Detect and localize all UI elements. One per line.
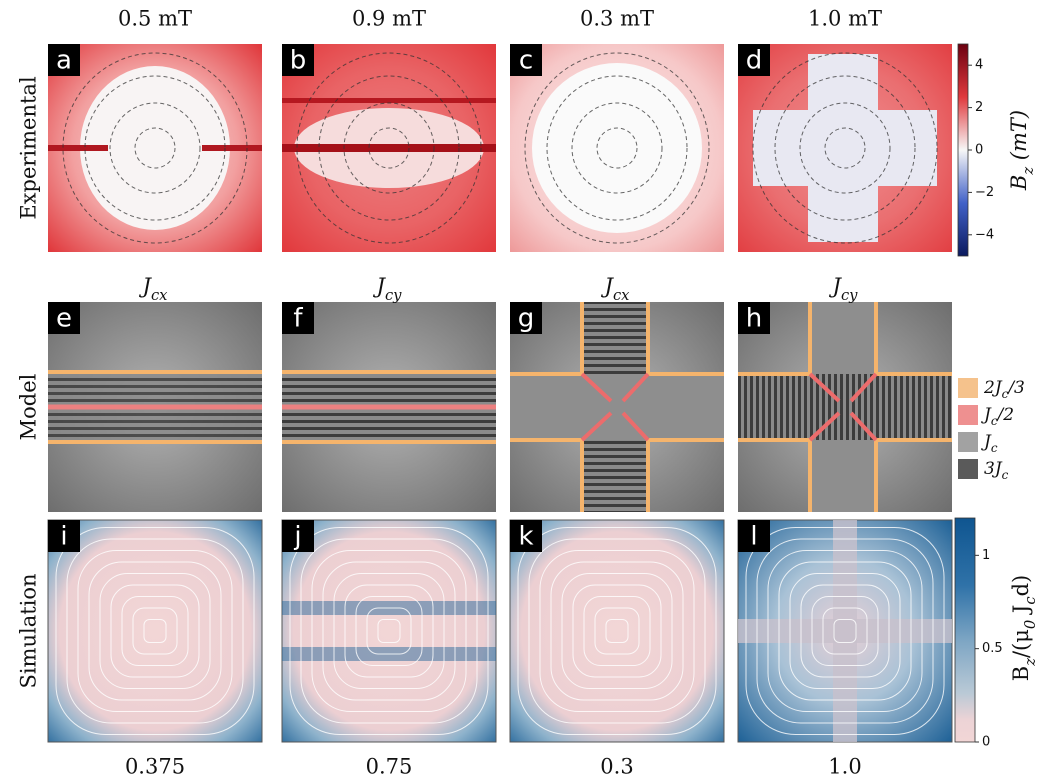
legend-label: Jc [981, 432, 998, 456]
colorbar-label-part: J [1009, 605, 1033, 620]
colorbar-label: Bz (mT) [1007, 110, 1037, 191]
legend-label-part: /3 [1006, 378, 1025, 398]
figure: a b c d e f g h i j k l 0.5 mT 0.9 mT 0.3 mT 1.0 mT 0.3… [0, 0, 1040, 780]
row-label: Model [17, 373, 41, 440]
colorbar-label-part: B [1007, 175, 1031, 191]
colorbar [955, 518, 975, 742]
band [202, 145, 262, 151]
panel-letter: g [518, 304, 535, 334]
panel-letter: a [56, 46, 72, 76]
panel: l [738, 520, 952, 742]
model-header: Jcy [829, 274, 859, 304]
panel: i [48, 520, 262, 742]
row-label: Simulation [17, 573, 41, 688]
colorbar-label: Bz/(μ0 Jcd) [1009, 575, 1039, 681]
panel-letter: k [518, 522, 533, 552]
band [282, 144, 496, 152]
legend-label-part: 3J [984, 459, 1003, 479]
legend-label-part: /2 [996, 405, 1015, 425]
model-header-sub: cy [841, 287, 858, 304]
legend-swatch [958, 378, 978, 398]
colorbar-tick-label: 0 [982, 735, 990, 750]
colorbar-label-part: /(μ [1009, 629, 1033, 658]
panel-letter: h [746, 304, 762, 334]
colorbar-label-part: (mT) [1007, 110, 1031, 167]
row-label: Experimental [17, 76, 41, 220]
colorbar-tick-label: −4 [975, 227, 994, 242]
colorbar-label-sub: c [1022, 596, 1039, 604]
panel-letter: l [750, 522, 757, 552]
panel: e [48, 302, 262, 512]
colorbar-label-part: B [1009, 666, 1033, 681]
model-header: Jcx [139, 274, 169, 304]
legend-label-part: 2J [983, 378, 1003, 398]
legend-label: 2Jc/3 [983, 378, 1025, 402]
model-header-sub: cx [613, 287, 630, 304]
legend-label: 3Jc [984, 459, 1009, 483]
colorbar-label-sub: 0 [1022, 620, 1039, 629]
panel: a [48, 44, 262, 252]
colorbar [958, 44, 968, 256]
colorbar-tick-label: 0 [975, 143, 983, 158]
colorbar-tick-label: 4 [975, 58, 983, 73]
legend-label-sub: c [1002, 468, 1009, 482]
panels: a b c d e f g h i j k l [48, 44, 952, 742]
panel: b [282, 44, 496, 252]
bottom-label: 0.375 [125, 755, 185, 779]
panel-bg [282, 520, 496, 742]
legend-label: Jc/2 [981, 405, 1014, 429]
panel-bg [48, 520, 262, 742]
colorbar-tick-label: 0.5 [982, 641, 1003, 656]
panel-letter: b [290, 46, 307, 76]
colorbar-tick-label: −2 [975, 185, 994, 200]
bottom-label: 0.75 [366, 755, 413, 779]
panel: h [738, 302, 952, 512]
band [738, 374, 952, 440]
band [282, 98, 496, 103]
column-header: 0.5 mT [118, 7, 192, 31]
panel-letter: d [746, 46, 763, 76]
column-header: 0.9 mT [352, 7, 426, 31]
bottom-label: 1.0 [828, 755, 861, 779]
colorbar-tick-label: 1 [982, 548, 990, 563]
colorbar-label-sub: z [1022, 658, 1039, 667]
panel: c [510, 44, 724, 252]
legend-swatch [958, 459, 978, 479]
panel: j [282, 520, 496, 742]
band [738, 619, 952, 643]
region [532, 63, 702, 233]
region [753, 110, 937, 186]
panel: d [738, 44, 952, 252]
panel: f [282, 302, 496, 512]
panel-letter: j [293, 522, 301, 552]
colorbar-tick-label: 2 [975, 100, 983, 115]
panel: g [510, 302, 724, 512]
colorbar-label-sub: z [1020, 167, 1037, 176]
panel-letter: i [60, 522, 67, 552]
colorbar-label-part: d) [1009, 575, 1033, 597]
model-header: Jcx [601, 274, 631, 304]
column-header: 1.0 mT [808, 7, 882, 31]
bottom-label: 0.3 [600, 755, 633, 779]
band [510, 374, 724, 440]
panel-bg [510, 520, 724, 742]
model-header-sub: cx [151, 287, 168, 304]
legend-swatch [958, 405, 978, 425]
panel-letter: c [519, 46, 533, 76]
panel: k [510, 520, 724, 742]
column-header: 0.3 mT [580, 7, 654, 31]
legend-label-sub: c [991, 441, 998, 455]
panel-letter: f [293, 304, 303, 334]
band [48, 145, 108, 151]
model-header: Jcy [373, 274, 403, 304]
panel-letter: e [56, 304, 72, 334]
legend-swatch [958, 432, 978, 452]
model-header-sub: cy [385, 287, 402, 304]
